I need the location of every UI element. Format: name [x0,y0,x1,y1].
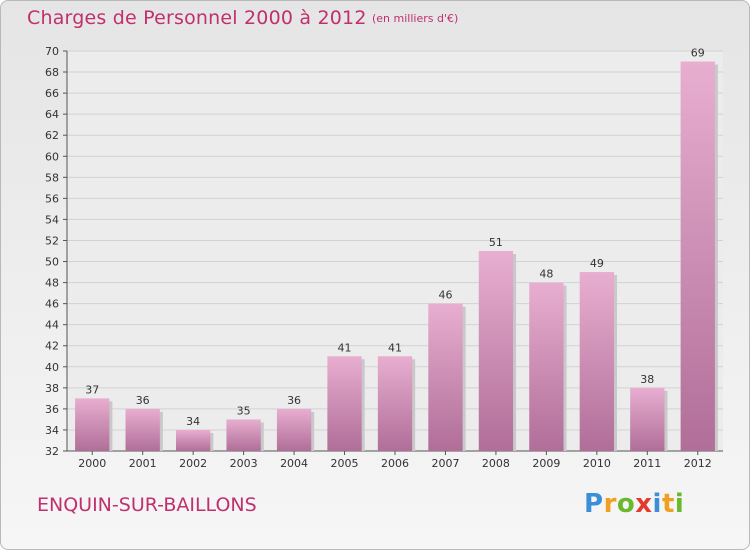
logo-letter: P [584,489,604,519]
x-tick-label: 2004 [280,457,308,470]
x-tick-label: 2000 [78,457,106,470]
logo-letter: i [674,489,685,519]
y-tick-label: 52 [45,234,59,247]
bar-value-label: 38 [640,373,654,386]
logo-letter: i [652,489,662,519]
y-tick-label: 60 [45,150,59,163]
y-tick-label: 56 [45,192,59,205]
bar-value-label: 49 [590,257,604,270]
bar [428,303,463,451]
y-tick-label: 32 [45,445,59,458]
bar [478,251,514,451]
bar [75,398,110,451]
x-tick-label: 2009 [532,457,560,470]
proxiti-logo: Proxiti [584,489,684,519]
x-tick-label: 2010 [583,457,611,470]
x-tick-label: 2007 [431,457,459,470]
bar [125,408,160,451]
y-tick-label: 70 [45,45,59,58]
bar [226,419,261,451]
y-tick-label: 38 [45,382,59,395]
bar [630,387,665,451]
bar-value-label: 35 [237,404,251,417]
bar [175,429,211,451]
y-tick-label: 54 [45,213,59,226]
bar [276,408,312,451]
y-tick-label: 34 [45,424,59,437]
y-tick-label: 50 [45,256,59,269]
x-tick-label: 2012 [684,457,712,470]
labels: 32 34 36 38 40 42 44 46 48 50 52 54 56 58 60 62 64 66 68 70… [45,45,712,470]
x-tick-label: 2008 [482,457,510,470]
bar-value-label: 36 [136,394,150,407]
logo-letter: r [603,489,617,519]
y-tick-label: 46 [45,298,59,311]
bar-value-label: 69 [691,47,705,60]
bar-value-label: 36 [287,394,301,407]
x-tick-label: 2002 [179,457,207,470]
y-tick-label: 62 [45,129,59,142]
y-tick-label: 58 [45,171,59,184]
y-tick-label: 36 [45,403,59,416]
logo-letter: o [616,489,636,519]
x-tick-label: 2001 [129,457,157,470]
commune-name: ENQUIN-SUR-BAILLONS [37,494,257,516]
bar-value-label: 37 [85,383,99,396]
bars [75,61,718,452]
chart-unit: (en milliers d'€) [372,12,459,25]
x-tick-label: 2011 [633,457,661,470]
y-tick-label: 64 [45,108,59,121]
x-tick-label: 2005 [331,457,359,470]
bar-value-label: 41 [388,341,402,354]
bar-value-label: 48 [539,268,553,281]
bar [327,356,362,451]
logo-letter: x [635,489,653,519]
bar [377,356,413,451]
bar-value-label: 51 [489,236,503,249]
y-tick-label: 44 [45,319,59,332]
y-tick-label: 68 [45,66,59,79]
y-tick-label: 40 [45,361,59,374]
bar [579,272,615,451]
logo-letter: t [661,489,675,519]
bar-value-label: 46 [438,289,452,302]
bar-value-label: 41 [338,341,352,354]
y-tick-label: 42 [45,340,59,353]
y-tick-label: 66 [45,87,59,100]
bar [529,282,564,451]
y-tick-label: 48 [45,277,59,290]
x-tick-label: 2003 [230,457,258,470]
bar-value-label: 34 [186,415,200,428]
x-tick-label: 2006 [381,457,409,470]
bar [680,61,715,452]
chart-title: Charges de Personnel 2000 à 2012 [27,7,367,29]
